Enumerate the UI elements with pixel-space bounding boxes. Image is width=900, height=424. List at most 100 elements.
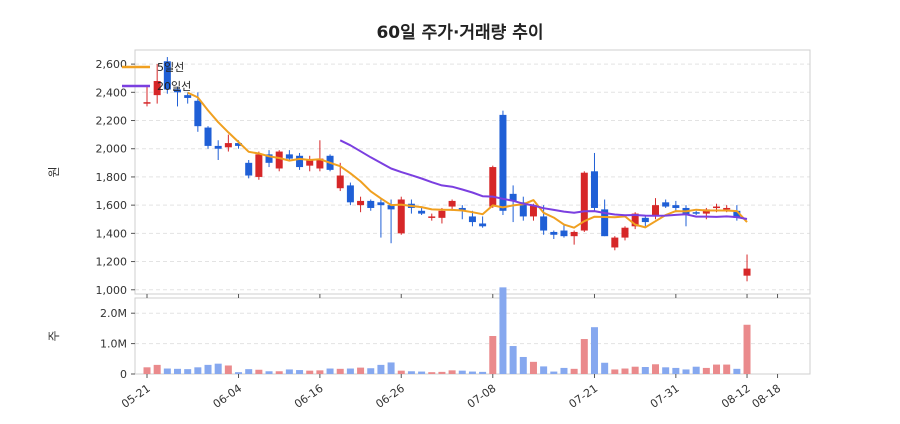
volume-bar bbox=[509, 346, 517, 374]
candle-body bbox=[743, 268, 751, 276]
price-tick-label: 1,600 bbox=[96, 199, 128, 212]
volume-bar bbox=[743, 324, 751, 374]
candle-body bbox=[662, 202, 670, 207]
candle-body bbox=[285, 154, 293, 159]
candle-body bbox=[499, 114, 507, 211]
volume-bar bbox=[672, 367, 680, 374]
volume-bar bbox=[224, 365, 232, 374]
candle-body bbox=[214, 145, 222, 149]
volume-plot-frame bbox=[134, 297, 811, 375]
volume-bar bbox=[580, 339, 588, 374]
chart-title: 60일 주가·거래량 추이 bbox=[376, 23, 543, 43]
candle-body bbox=[245, 162, 253, 176]
candle-body bbox=[733, 210, 741, 218]
price-gridlines bbox=[135, 63, 810, 291]
volume-bar bbox=[570, 368, 578, 374]
legend-ma5-label: 5일선 bbox=[157, 60, 184, 74]
candle-body bbox=[611, 237, 619, 248]
candle-body bbox=[590, 171, 598, 208]
candle-body bbox=[641, 217, 649, 223]
candle-body bbox=[296, 155, 304, 168]
candle-body bbox=[448, 200, 456, 207]
x-tick-label: 06-16 bbox=[292, 382, 326, 411]
legend-ma20-label: 20일선 bbox=[157, 79, 191, 93]
candle-body bbox=[143, 102, 151, 104]
x-tick-label: 07-31 bbox=[648, 382, 682, 411]
candle-body bbox=[560, 230, 568, 237]
volume-bar bbox=[692, 366, 700, 374]
volume-bar bbox=[611, 369, 619, 374]
volume-bar bbox=[235, 372, 243, 374]
candle-body bbox=[723, 207, 731, 210]
candle-body bbox=[713, 206, 721, 209]
volume-bar bbox=[540, 366, 548, 374]
volume-bar bbox=[601, 362, 609, 374]
price-tick-label: 1,400 bbox=[96, 227, 128, 240]
volume-bar bbox=[590, 327, 598, 374]
candle-body bbox=[428, 216, 436, 218]
volume-bar bbox=[418, 371, 426, 374]
candle-body bbox=[509, 193, 517, 201]
x-axis-ticks: 05-21 06-04 06-16 06-26 07-08 07-21 07-31 08-12… bbox=[119, 294, 783, 411]
volume-bar bbox=[519, 356, 527, 374]
volume-bar bbox=[448, 370, 456, 374]
volume-tick-label: 0 bbox=[120, 368, 127, 381]
volume-bar bbox=[153, 364, 161, 374]
volume-tick-label: 2.0M bbox=[100, 307, 127, 320]
candle-body bbox=[692, 212, 700, 214]
volume-bar bbox=[377, 364, 385, 374]
legend: 5일선 20일선 bbox=[122, 60, 191, 93]
candle-body bbox=[672, 205, 680, 208]
moving-average-lines bbox=[187, 91, 748, 229]
candle-body bbox=[163, 61, 171, 90]
candle-body bbox=[357, 200, 365, 206]
volume-bar bbox=[143, 367, 151, 374]
volume-bar bbox=[662, 367, 670, 374]
candle-body bbox=[458, 207, 466, 211]
price-tick-label: 2,400 bbox=[96, 86, 128, 99]
candle-body bbox=[174, 89, 182, 93]
candle-body bbox=[153, 81, 161, 96]
candle-body bbox=[265, 154, 273, 163]
volume-bars bbox=[143, 287, 751, 374]
volume-bar bbox=[214, 363, 222, 374]
volume-y-ticks: 0 1.0M 2.0M bbox=[100, 307, 135, 381]
ma-line-20 bbox=[339, 139, 748, 220]
volume-bar bbox=[713, 364, 721, 374]
candle-body bbox=[550, 231, 558, 235]
volume-bar bbox=[163, 368, 171, 374]
volume-bar bbox=[336, 368, 344, 374]
candle-body bbox=[621, 227, 629, 238]
volume-bar bbox=[407, 371, 415, 374]
candle-body bbox=[601, 209, 609, 237]
volume-bar bbox=[194, 367, 202, 374]
candle-body bbox=[275, 151, 283, 169]
x-tick-label: 05-21 bbox=[119, 382, 153, 411]
volume-bar bbox=[174, 368, 182, 374]
price-tick-label: 1,200 bbox=[96, 256, 128, 269]
volume-bar bbox=[438, 371, 446, 374]
volume-bar bbox=[733, 368, 741, 374]
candle-body bbox=[479, 223, 487, 227]
candle-body bbox=[418, 210, 426, 214]
volume-bar bbox=[479, 371, 487, 374]
volume-bar bbox=[204, 364, 212, 374]
candle-body bbox=[336, 175, 344, 189]
candle-body bbox=[631, 213, 639, 227]
x-tick-label: 06-26 bbox=[373, 382, 407, 411]
candle-body bbox=[489, 167, 497, 207]
candle-body bbox=[235, 143, 243, 146]
price-y-ticks: 1,000 1,200 1,400 1,600 1,800 2,000 2,200 2,400… bbox=[96, 58, 135, 297]
x-tick-label: 08-18 bbox=[750, 382, 784, 411]
candle-body bbox=[194, 100, 202, 127]
ma-line-5 bbox=[187, 91, 748, 229]
volume-bar bbox=[529, 361, 537, 374]
volume-bar bbox=[245, 369, 253, 374]
candle-body bbox=[519, 202, 527, 217]
volume-bar bbox=[255, 369, 263, 374]
volume-bar bbox=[682, 369, 690, 374]
candle-body bbox=[570, 231, 578, 237]
price-plot-frame bbox=[134, 49, 811, 295]
